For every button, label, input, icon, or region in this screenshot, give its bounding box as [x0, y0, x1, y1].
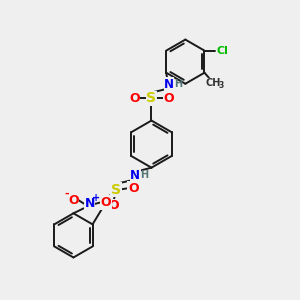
Text: H: H: [140, 170, 148, 180]
Text: O: O: [109, 200, 119, 212]
Text: -: -: [65, 189, 69, 199]
Text: N: N: [130, 169, 140, 182]
Text: S: S: [111, 183, 121, 197]
Text: Cl: Cl: [216, 46, 228, 56]
Text: +: +: [92, 193, 100, 203]
Text: N: N: [164, 78, 174, 91]
Text: O: O: [100, 196, 111, 209]
Text: CH: CH: [206, 78, 221, 88]
Text: O: O: [163, 92, 174, 105]
Text: S: S: [146, 92, 157, 106]
Text: H: H: [174, 79, 182, 89]
Text: N: N: [85, 197, 95, 210]
Text: O: O: [68, 194, 79, 207]
Text: O: O: [129, 92, 140, 105]
Text: 3: 3: [219, 82, 224, 91]
Text: O: O: [128, 182, 139, 195]
